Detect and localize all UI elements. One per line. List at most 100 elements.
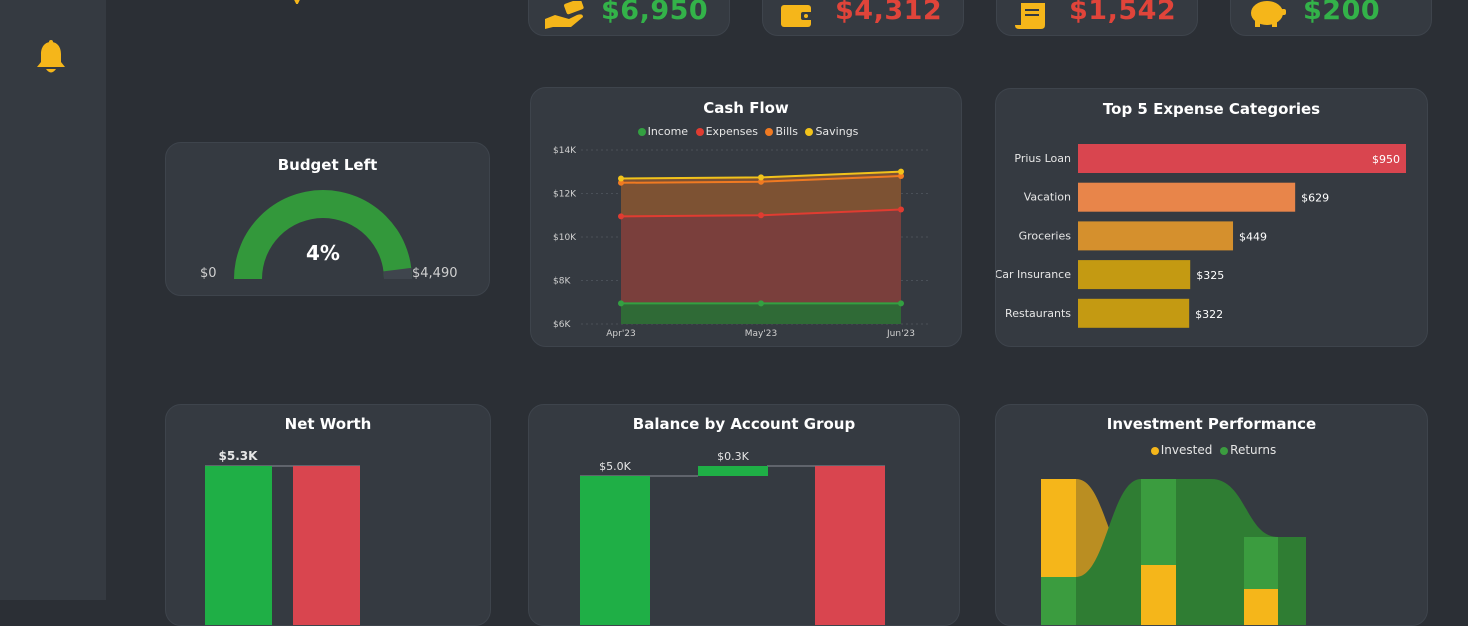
kpi-card-savings: $200 [1230, 0, 1432, 36]
net-worth-card: Net Worth $5.3K [165, 404, 491, 626]
cash-flow-point-income[interactable] [618, 300, 624, 307]
ribbon-returns-bar-3 [1244, 537, 1278, 589]
budget-left-title: Budget Left [277, 156, 378, 174]
investment-ribbon-chart [1041, 479, 1306, 625]
cash-flow-point-bills[interactable] [758, 178, 764, 185]
ribbon-returns-bar-1 [1041, 577, 1076, 625]
legend-expenses-dot [695, 128, 704, 136]
legend-expenses: Expenses [705, 125, 758, 138]
legend-savings: Savings [815, 125, 859, 138]
cash-flow-legend: Income Expenses Bills Savings [531, 125, 961, 138]
legend-returns: Returns [1230, 443, 1277, 457]
cash-flow-point-income[interactable] [758, 300, 764, 307]
balance-label-1: $5.0K [599, 460, 631, 473]
cash-flow-point-expenses[interactable] [898, 206, 904, 213]
dashboard-title-fragment [294, 0, 300, 4]
legend-income-dot [637, 128, 646, 136]
cash-flow-point-expenses[interactable] [758, 212, 764, 219]
budget-value: 4% [306, 241, 340, 265]
cash-flow-point-savings[interactable] [758, 174, 764, 181]
expense-value-label: $325 [1196, 269, 1224, 282]
expense-bar-chart: Prius Loan $950 Vacation $629 Groceries $449 C… [996, 144, 1406, 328]
legend-invested: Invested [1160, 443, 1213, 457]
cash-flow-point-bills[interactable] [618, 179, 624, 186]
cash-flow-title: Cash Flow [703, 99, 789, 117]
cash-flow-ytick: $6K [553, 320, 571, 330]
cash-flow-point-expenses[interactable] [618, 213, 624, 220]
receipt-icon [1015, 3, 1045, 29]
wallet-icon [781, 5, 813, 27]
hand-money-icon [545, 1, 584, 29]
expense-bar[interactable] [1078, 298, 1190, 328]
net-worth-chart: $5.3K [205, 449, 360, 625]
legend-income: Income [647, 125, 689, 138]
ribbon-invested-bar-2 [1141, 565, 1176, 625]
expense-value-label: $950 [1372, 153, 1400, 166]
balance-bar-1 [580, 476, 650, 625]
kpi-savings-value: $200 [1303, 0, 1381, 26]
net-worth-label: $5.3K [219, 449, 259, 463]
budget-left-card: Budget Left 4% $0 $4,490 [165, 142, 490, 296]
balance-chart: $5.0K $0.3K [580, 450, 885, 625]
expense-bar[interactable] [1078, 144, 1406, 173]
gauge-fill [383, 267, 412, 279]
balance-title: Balance by Account Group [632, 415, 856, 433]
expense-category-label: Prius Loan [1014, 152, 1071, 165]
expense-category-label: Groceries [1019, 229, 1072, 242]
cash-flow-point-savings[interactable] [898, 168, 904, 175]
sidebar [0, 0, 106, 600]
investment-card: Investment Performance Invested Returns [995, 404, 1428, 626]
expense-value-label: $322 [1195, 308, 1223, 321]
net-worth-title: Net Worth [284, 415, 372, 433]
gauge-track [234, 190, 412, 279]
cash-flow-point-bills[interactable] [898, 173, 904, 180]
expense-category-label: Car Insurance [996, 268, 1071, 281]
expense-bar[interactable] [1078, 221, 1234, 251]
piggy-bank-icon [1251, 1, 1286, 27]
balance-label-2: $0.3K [717, 450, 749, 463]
balance-bar-3 [815, 466, 885, 625]
cash-flow-area-income [621, 303, 901, 324]
kpi-expenses-value: $4,312 [835, 0, 943, 26]
investment-title: Investment Performance [1106, 415, 1317, 433]
ribbon-returns-bar-2 [1141, 479, 1176, 565]
legend-bills: Bills [775, 125, 798, 138]
balance-bar-2 [698, 466, 768, 476]
balance-card: Balance by Account Group $5.0K $0.3K [528, 404, 960, 626]
cash-flow-xtick: May'23 [745, 329, 778, 339]
legend-savings-dot [805, 128, 814, 136]
expense-categories-title: Top 5 Expense Categories [1102, 100, 1321, 118]
kpi-card-expenses: $4,312 [762, 0, 964, 36]
ribbon-invested-bar-1 [1041, 479, 1076, 577]
cash-flow-xtick: Jun'23 [886, 329, 915, 339]
investment-legend: Invested Returns [996, 443, 1427, 457]
legend-bills-dot [765, 128, 774, 136]
expense-value-label: $629 [1301, 192, 1329, 205]
cash-flow-ytick: $8K [553, 277, 571, 287]
expense-bar[interactable] [1078, 182, 1296, 212]
net-worth-assets-bar [205, 466, 272, 625]
kpi-income-value: $6,950 [601, 0, 709, 26]
cash-flow-ytick: $14K [553, 146, 577, 156]
cash-flow-chart: $6K $8K $10K $12K $14K Apr'23 May'23 Jun'23 [553, 146, 931, 339]
legend-invested-dot [1150, 446, 1159, 455]
ribbon-invested-bar-3 [1244, 589, 1278, 625]
cash-flow-point-income[interactable] [898, 300, 904, 307]
budget-min-label: $0 [200, 266, 217, 281]
budget-gauge: 4% $0 $4,490 [200, 190, 458, 281]
net-worth-liabilities-bar [293, 466, 360, 625]
expense-category-label: Vacation [1024, 191, 1071, 204]
expense-bar[interactable] [1078, 260, 1191, 290]
budget-max-label: $4,490 [412, 266, 458, 281]
legend-returns-dot [1220, 446, 1229, 455]
cash-flow-ytick: $10K [553, 233, 577, 243]
cash-flow-card: Cash Flow Income Expenses Bills Savings … [530, 87, 962, 347]
cash-flow-xtick: Apr'23 [606, 329, 636, 339]
cash-flow-point-savings[interactable] [618, 175, 624, 182]
cash-flow-area-expenses [621, 209, 901, 324]
expense-categories-card: Top 5 Expense Categories Prius Loan $950 V… [995, 88, 1428, 347]
cash-flow-ytick: $12K [553, 190, 577, 200]
kpi-card-bills: $1,542 [996, 0, 1198, 36]
kpi-card-income: $6,950 [528, 0, 730, 36]
bell-icon[interactable] [35, 40, 67, 76]
